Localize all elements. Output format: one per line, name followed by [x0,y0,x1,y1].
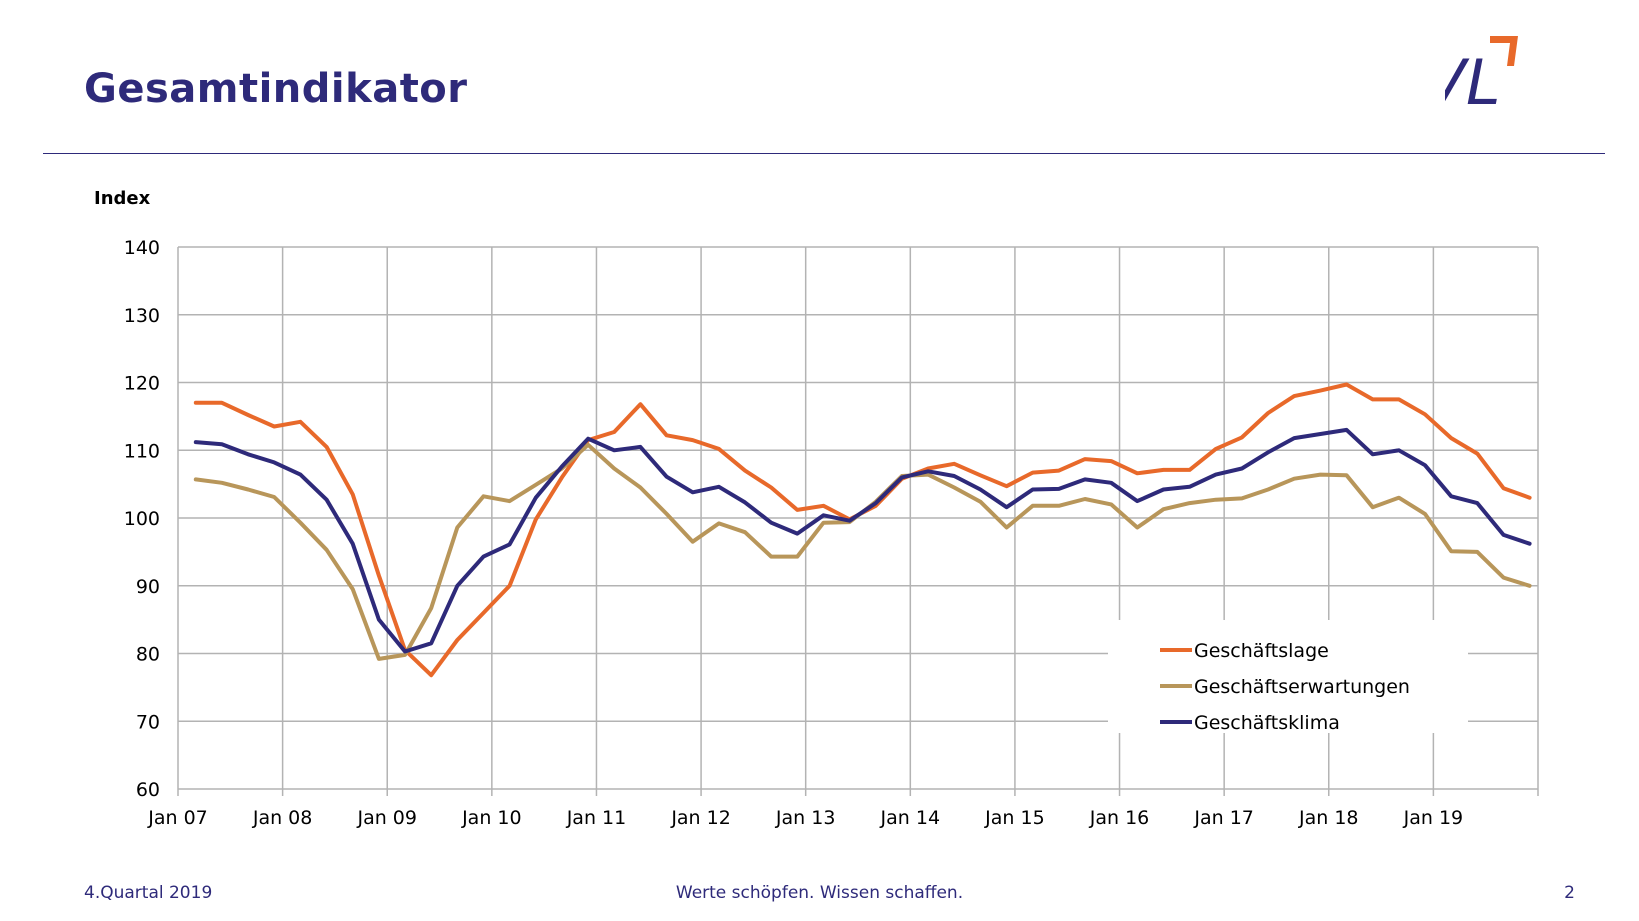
x-tick-label: Jan 11 [566,807,627,829]
legend-background [1108,620,1468,733]
logo-orange-mark [1490,36,1518,66]
y-tick-label: 60 [136,779,160,801]
y-tick-label: 90 [136,576,160,598]
x-tick-label: Jan 19 [1403,807,1464,829]
y-tick-labels: 60 70 80 90 100 110 120 130 140 [124,237,160,801]
x-tick-label: Jan 13 [775,807,836,829]
legend-label-klima: Geschäftsklima [1194,712,1340,734]
y-tick-label: 130 [124,305,160,327]
logo-text: BVL [1445,46,1501,116]
x-tick-labels: Jan 07 Jan 08 Jan 09 Jan 10 Jan 11 Jan 12 Jan … [147,807,1463,829]
legend-label-lage: Geschäftslage [1194,640,1329,662]
header-divider [43,153,1605,154]
y-tick-label: 140 [124,237,160,259]
footer-slogan: Werte schöpfen. Wissen schaffen. [675,883,964,903]
y-tick-label: 70 [136,711,160,733]
x-tick-label: Jan 18 [1298,807,1359,829]
chart-series [193,382,1532,678]
x-tick-label: Jan 08 [252,807,313,829]
x-tick-label: Jan 17 [1193,807,1254,829]
legend-label-erwartungen: Geschäftserwartungen [1194,676,1410,698]
x-tick-label: Jan 09 [356,807,417,829]
x-tick-label: Jan 07 [147,807,208,829]
y-tick-label: 80 [136,644,160,666]
page-title: Gesamtindikator [84,66,468,112]
x-tick-label: Jan 16 [1089,807,1150,829]
y-tick-label: 100 [124,508,160,530]
y-tick-label: 120 [124,373,160,395]
bvl-logo: BVL [1445,36,1518,116]
x-tick-label: Jan 14 [880,807,941,829]
x-tick-label: Jan 10 [461,807,522,829]
x-tick-label: Jan 12 [670,807,731,829]
series-line-klima [193,427,1532,654]
chart-legend: Geschäftslage Geschäftserwartungen Geschäf… [1108,620,1468,734]
y-axis-label: Index [94,188,151,209]
footer-quarter: 4.Quartal 2019 [84,883,213,903]
x-tick-label: Jan 15 [984,807,1045,829]
footer-page-number: 2 [1564,883,1575,903]
y-tick-label: 110 [124,440,160,462]
